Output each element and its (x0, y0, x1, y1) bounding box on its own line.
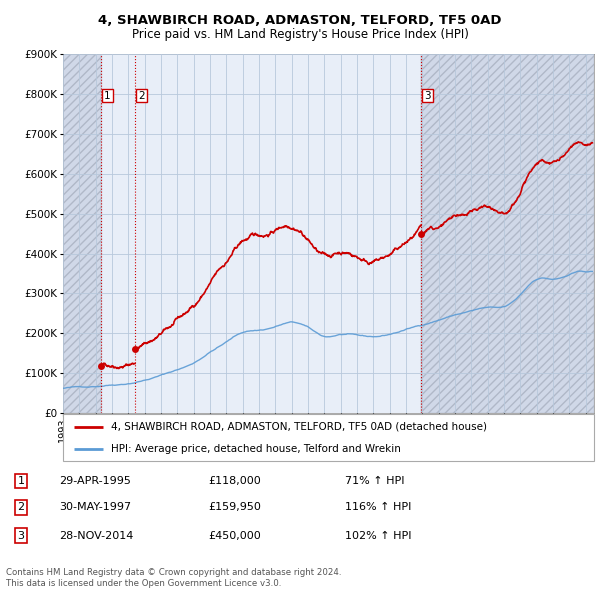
Text: £118,000: £118,000 (208, 476, 261, 486)
Bar (421, 54, 594, 413)
Text: 2: 2 (139, 90, 145, 100)
Bar (63, 54, 101, 413)
Text: Price paid vs. HM Land Registry's House Price Index (HPI): Price paid vs. HM Land Registry's House … (131, 28, 469, 41)
Text: 71% ↑ HPI: 71% ↑ HPI (344, 476, 404, 486)
Text: 3: 3 (17, 531, 25, 540)
Text: 1: 1 (104, 90, 111, 100)
Text: 3: 3 (424, 90, 431, 100)
Text: 1: 1 (17, 476, 25, 486)
Text: 102% ↑ HPI: 102% ↑ HPI (344, 531, 411, 540)
Text: Contains HM Land Registry data © Crown copyright and database right 2024.: Contains HM Land Registry data © Crown c… (6, 568, 341, 576)
Bar (63, 54, 101, 413)
Text: 2: 2 (17, 503, 25, 512)
Text: 28-NOV-2014: 28-NOV-2014 (59, 531, 134, 540)
Bar (421, 54, 594, 413)
Text: £159,950: £159,950 (208, 503, 261, 512)
FancyBboxPatch shape (63, 414, 594, 461)
Text: 29-APR-1995: 29-APR-1995 (59, 476, 131, 486)
Text: 30-MAY-1997: 30-MAY-1997 (59, 503, 131, 512)
Text: 4, SHAWBIRCH ROAD, ADMASTON, TELFORD, TF5 0AD (detached house): 4, SHAWBIRCH ROAD, ADMASTON, TELFORD, TF… (111, 422, 487, 432)
Text: 4, SHAWBIRCH ROAD, ADMASTON, TELFORD, TF5 0AD: 4, SHAWBIRCH ROAD, ADMASTON, TELFORD, TF… (98, 14, 502, 27)
Text: 116% ↑ HPI: 116% ↑ HPI (344, 503, 411, 512)
Text: £450,000: £450,000 (208, 531, 261, 540)
Text: HPI: Average price, detached house, Telford and Wrekin: HPI: Average price, detached house, Telf… (111, 444, 401, 454)
Text: This data is licensed under the Open Government Licence v3.0.: This data is licensed under the Open Gov… (6, 579, 281, 588)
